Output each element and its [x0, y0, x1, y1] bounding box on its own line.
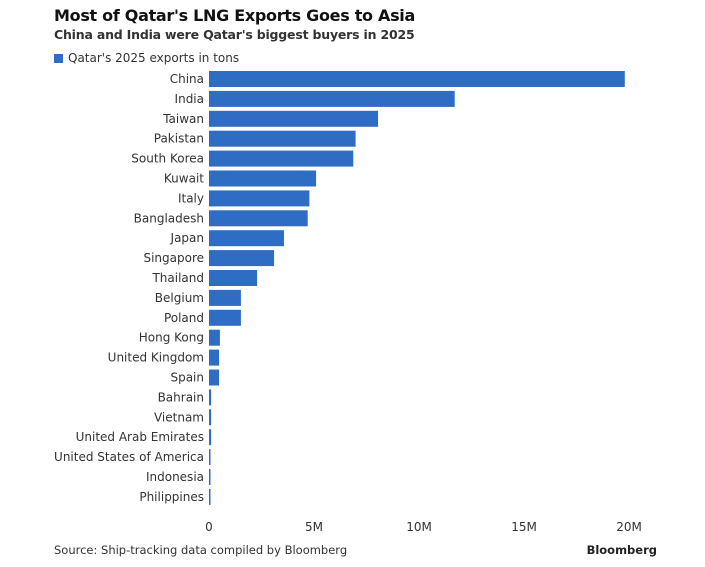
- category-label: Kuwait: [164, 172, 204, 186]
- category-label: China: [170, 72, 204, 86]
- category-label: Philippines: [139, 490, 204, 504]
- bar-united-arab-emirates: [209, 429, 212, 446]
- category-label: United Arab Emirates: [76, 430, 204, 444]
- category-label: India: [175, 92, 204, 106]
- bar-japan: [209, 230, 284, 247]
- bar-united-states-of-america: [209, 449, 211, 466]
- x-tick-label: 5M: [305, 520, 323, 534]
- x-tick-label: 15M: [511, 520, 537, 534]
- bar-italy: [209, 190, 310, 207]
- bar-spain: [209, 369, 220, 386]
- bar-indonesia: [209, 469, 211, 485]
- bar-united-kingdom: [209, 349, 220, 366]
- category-label: Belgium: [155, 291, 204, 305]
- category-label: Bangladesh: [134, 211, 204, 225]
- bar-bahrain: [209, 389, 212, 406]
- bar-india: [209, 90, 455, 107]
- legend-swatch: [54, 53, 63, 63]
- bar-thailand: [209, 270, 258, 286]
- bar-poland: [209, 309, 241, 326]
- x-tick-label: 0: [205, 520, 213, 534]
- x-tick-label: 10M: [406, 520, 432, 534]
- category-label: Singapore: [143, 251, 204, 265]
- bar-taiwan: [209, 110, 379, 127]
- category-label: Pakistan: [154, 132, 204, 146]
- bar-vietnam: [209, 409, 212, 426]
- bar-pakistan: [209, 130, 356, 147]
- category-label: Italy: [178, 191, 204, 205]
- legend: Qatar's 2025 exports in tons: [54, 51, 239, 65]
- x-tick-label: 20M: [616, 520, 642, 534]
- category-label: Thailand: [151, 271, 204, 285]
- chart-title: Most of Qatar's LNG Exports Goes to Asia: [54, 6, 415, 25]
- category-label: Poland: [164, 311, 204, 325]
- category-label: United States of America: [54, 450, 204, 464]
- legend-label: Qatar's 2025 exports in tons: [68, 51, 240, 65]
- bar-hong-kong: [209, 329, 220, 346]
- category-label: Taiwan: [162, 112, 204, 126]
- category-label: United Kingdom: [108, 351, 204, 365]
- bar-kuwait: [209, 170, 317, 187]
- bar-philippines: [209, 488, 211, 505]
- category-label: South Korea: [131, 152, 204, 166]
- category-label: Japan: [170, 231, 204, 245]
- category-label: Vietnam: [154, 410, 204, 424]
- source-note: Source: Ship-tracking data compiled by B…: [54, 543, 348, 557]
- category-label: Bahrain: [158, 390, 204, 404]
- category-label: Spain: [170, 371, 204, 385]
- bar-china: [209, 71, 625, 87]
- bar-bangladesh: [209, 210, 308, 227]
- category-label: Indonesia: [146, 470, 204, 484]
- bar-south-korea: [209, 150, 354, 167]
- category-label: Hong Kong: [139, 331, 204, 345]
- chart-subtitle: China and India were Qatar's biggest buy…: [54, 27, 415, 42]
- bar-singapore: [209, 250, 275, 267]
- bloomberg-logo: Bloomberg: [586, 543, 657, 557]
- bar-belgium: [209, 289, 241, 306]
